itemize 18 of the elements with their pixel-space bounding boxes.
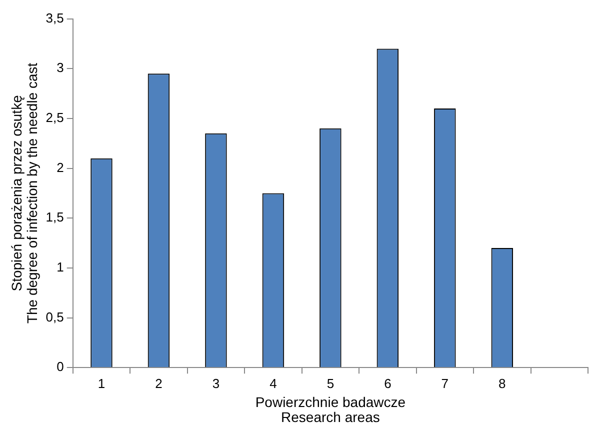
x-tick-label: 5	[326, 376, 334, 391]
y-tick-label: 2	[56, 160, 64, 175]
x-axis-title: Powierzchnie badawcze Research areas	[255, 394, 406, 426]
y-tick-label: 3,5	[46, 10, 64, 26]
x-tick-label: 6	[384, 376, 392, 391]
x-tick-label: 8	[498, 376, 506, 391]
y-tick-label: 2,5	[46, 110, 64, 126]
x-tick-label: 1	[98, 376, 106, 391]
y-axis-title: Stopień porażenia przez osutkę The degree of infection by the needle cast	[8, 62, 40, 324]
y-tick-label: 1,5	[46, 210, 64, 225]
x-tick-label: 3	[212, 376, 220, 391]
x-tick-label: 7	[441, 376, 449, 391]
y-tick-label: 0,5	[46, 309, 64, 324]
y-tick-label: 0	[56, 359, 64, 374]
y-tick-label: 3	[56, 60, 64, 76]
x-tick-label: 4	[270, 376, 277, 391]
y-tick-label: 1	[56, 260, 64, 275]
x-tick-label: 2	[155, 376, 162, 391]
